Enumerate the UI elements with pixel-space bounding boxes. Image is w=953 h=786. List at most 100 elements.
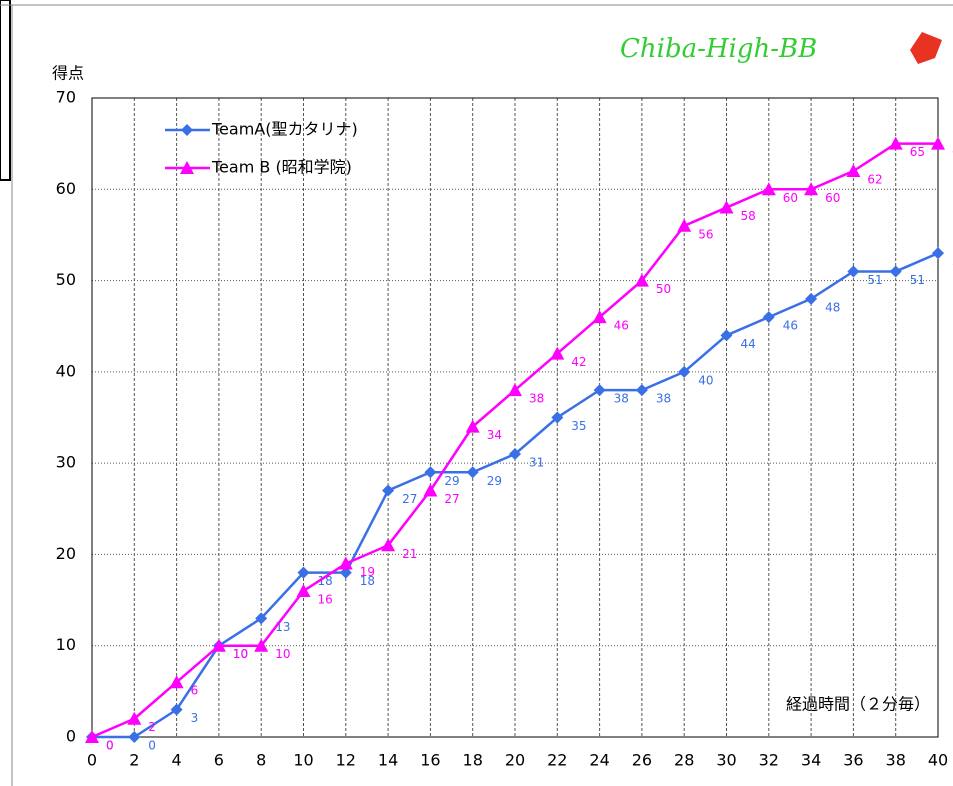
data-label: 50 [656, 282, 671, 296]
frame-box [0, 0, 11, 181]
marker [424, 466, 437, 479]
data-label: 29 [487, 474, 502, 488]
data-label: 56 [698, 227, 713, 241]
x-tick-label: 12 [336, 751, 356, 770]
marker [338, 556, 353, 570]
y-tick-label: 20 [56, 544, 76, 563]
marker [254, 638, 269, 652]
y-tick-label: 50 [56, 270, 76, 289]
data-label: 40 [698, 373, 713, 387]
x-tick-label: 22 [547, 751, 567, 770]
marker [761, 182, 776, 196]
marker [889, 265, 902, 278]
marker [127, 711, 142, 725]
marker [128, 731, 141, 743]
marker [508, 383, 522, 397]
x-tick-label: 14 [378, 751, 398, 770]
marker [169, 675, 184, 689]
data-label: 19 [360, 565, 375, 579]
data-label: 42 [571, 355, 586, 369]
legend-label: Team B (昭和学院) [211, 158, 352, 177]
marker [550, 346, 565, 360]
legend-label: TeamA(聖カタリナ) [211, 120, 358, 139]
data-label: 16 [318, 592, 333, 606]
marker [931, 136, 945, 150]
marker [551, 411, 564, 424]
marker [382, 484, 395, 497]
data-label: 31 [529, 456, 544, 470]
y-tick-label: 40 [56, 361, 76, 380]
x-tick-label: 0 [87, 751, 97, 770]
data-label: 18 [318, 574, 333, 588]
data-label: 60 [783, 191, 798, 205]
y-tick-label: 30 [56, 453, 76, 472]
x-tick-label: 32 [759, 751, 779, 770]
data-label: 46 [614, 319, 629, 333]
marker [255, 612, 268, 625]
x-axis-label: 経過時間（２分毎） [786, 695, 930, 714]
data-label: 38 [614, 392, 629, 406]
x-tick-label: 34 [801, 751, 821, 770]
x-tick-label: 8 [256, 751, 266, 770]
y-axis-label: 得点 [52, 64, 84, 83]
data-label: 38 [529, 392, 544, 406]
marker [635, 384, 648, 397]
x-tick-label: 36 [843, 751, 863, 770]
logo-icon [910, 32, 942, 64]
marker [423, 483, 438, 497]
legend-marker [180, 161, 194, 174]
marker [719, 200, 734, 214]
data-label: 27 [402, 492, 417, 506]
x-tick-label: 40 [928, 751, 948, 770]
logo: Chiba-High-BB [620, 34, 817, 64]
plot-border [91, 97, 939, 738]
data-label: 34 [487, 428, 502, 442]
marker [170, 703, 183, 716]
x-tick-label: 16 [420, 751, 440, 770]
marker [677, 218, 692, 232]
legend-marker [181, 124, 193, 136]
marker [509, 448, 521, 461]
x-tick-label: 38 [886, 751, 906, 770]
marker [846, 164, 861, 178]
marker [211, 638, 226, 652]
data-label: 10 [233, 647, 248, 661]
marker [339, 566, 352, 579]
x-tick-label: 24 [589, 751, 609, 770]
x-tick-label: 28 [674, 751, 694, 770]
marker [847, 265, 860, 278]
data-label: 51 [910, 273, 925, 287]
x-tick-label: 30 [716, 751, 736, 770]
data-label: 46 [783, 319, 798, 333]
marker [296, 583, 311, 597]
data-label: 51 [867, 273, 882, 287]
marker [593, 384, 606, 397]
marker [465, 419, 480, 433]
marker [634, 273, 649, 287]
data-label: 35 [571, 419, 586, 433]
data-label: 13 [275, 620, 290, 634]
data-label: 0 [106, 739, 114, 753]
y-tick-label: 0 [66, 727, 76, 746]
x-tick-label: 10 [293, 751, 313, 770]
y-tick-label: 60 [56, 179, 76, 198]
data-label: 44 [741, 337, 756, 351]
data-label: 58 [741, 209, 756, 223]
data-label: 21 [402, 547, 417, 561]
data-label: 2 [148, 720, 156, 734]
data-label: 62 [867, 173, 882, 187]
marker [592, 310, 607, 324]
marker [932, 247, 944, 260]
data-label: 60 [825, 191, 840, 205]
y-tick-label: 10 [56, 635, 76, 654]
data-label: 10 [275, 647, 290, 661]
marker [466, 466, 479, 479]
data-label: 3 [191, 711, 199, 725]
x-tick-label: 6 [214, 751, 224, 770]
marker [381, 538, 396, 552]
y-tick-label: 70 [56, 88, 76, 107]
data-label: 48 [825, 300, 840, 314]
data-label: 29 [444, 474, 459, 488]
data-label: 65 [910, 145, 925, 159]
